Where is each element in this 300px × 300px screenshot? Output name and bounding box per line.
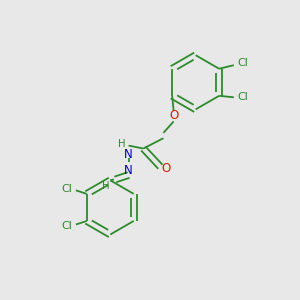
Text: Cl: Cl bbox=[237, 58, 248, 68]
Text: H: H bbox=[118, 140, 125, 149]
Text: H: H bbox=[102, 181, 110, 191]
Text: Cl: Cl bbox=[61, 184, 73, 194]
Text: N: N bbox=[124, 164, 133, 177]
Text: Cl: Cl bbox=[237, 92, 248, 102]
Text: N: N bbox=[124, 148, 133, 161]
Text: O: O bbox=[169, 109, 178, 122]
Text: O: O bbox=[161, 162, 170, 175]
Text: Cl: Cl bbox=[61, 221, 73, 231]
